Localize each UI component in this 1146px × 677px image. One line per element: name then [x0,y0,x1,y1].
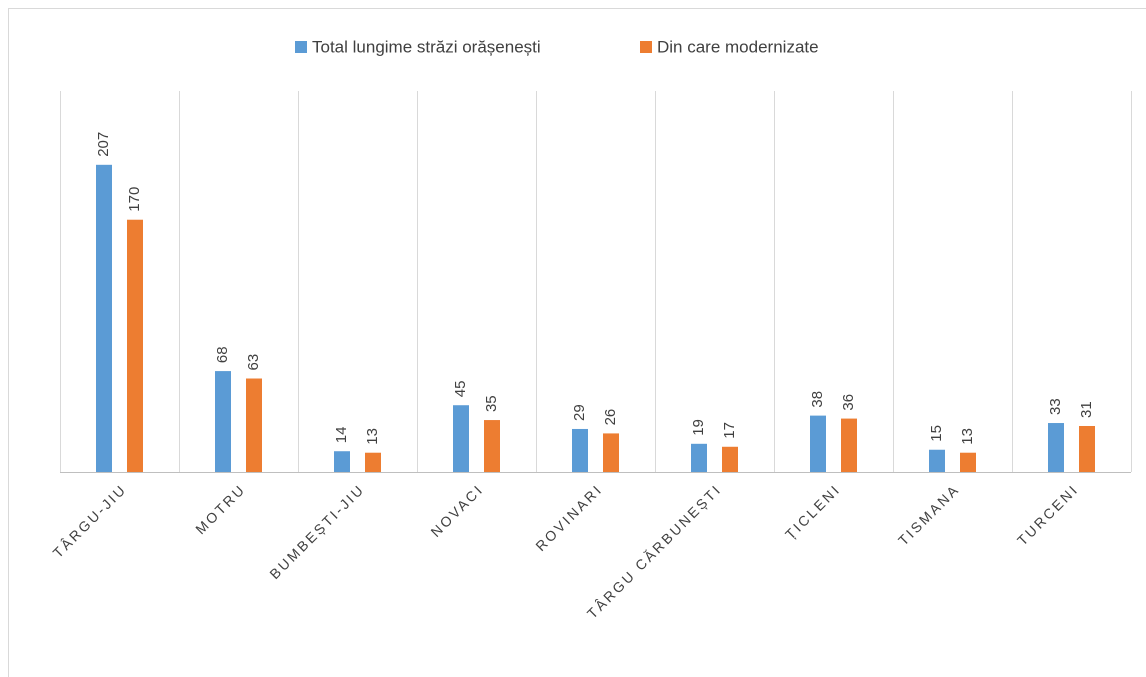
bar [722,446,738,472]
x-tick-label: TISMANA [895,481,963,549]
x-tick-label: MOTRU [192,481,248,537]
chart-border [8,8,1146,677]
bar [572,428,588,472]
bar [246,378,262,472]
legend-label: Din care modernizate [657,37,819,56]
bar [691,443,707,472]
bar [453,405,469,472]
x-tick-label: TÂRGU CĂRBUNEȘTI [584,481,725,622]
data-label: 15 [928,425,945,442]
legend-swatch [640,41,652,53]
data-label: 38 [809,391,826,408]
x-tick-label: NOVACI [427,481,486,540]
legend-label: Total lungime străzi orășenești [312,37,541,56]
data-label: 63 [245,354,262,371]
x-tick-label: TURCENI [1014,481,1082,549]
data-label: 45 [452,381,469,398]
bar [960,452,976,472]
data-label: 14 [333,427,350,444]
bar [334,451,350,472]
data-label: 31 [1078,401,1095,418]
bar [127,219,143,472]
data-label: 35 [483,395,500,412]
data-label: 68 [214,346,231,363]
bar [484,420,500,472]
data-label: 170 [126,187,143,212]
bar [1048,423,1064,472]
bar [1079,425,1095,472]
bar [603,433,619,472]
legend-swatch [295,41,307,53]
bar [929,449,945,472]
data-label: 36 [840,394,857,411]
data-label: 19 [690,419,707,436]
data-label: 26 [602,409,619,426]
bar [841,418,857,472]
data-label: 13 [959,428,976,445]
x-tick-label: TÂRGU-JIU [50,481,130,561]
bar [96,164,112,472]
bar [365,452,381,472]
data-label: 13 [364,428,381,445]
x-tick-label: ȚICLENI [782,481,844,543]
data-label: 17 [721,422,738,439]
data-label: 207 [95,132,112,157]
x-tick-label: ROVINARI [532,481,605,554]
x-tick-label: BUMBEȘTI-JIU [266,481,367,582]
data-label: 33 [1047,398,1064,415]
data-label: 29 [571,404,588,421]
bar [810,415,826,472]
bar [215,371,231,472]
